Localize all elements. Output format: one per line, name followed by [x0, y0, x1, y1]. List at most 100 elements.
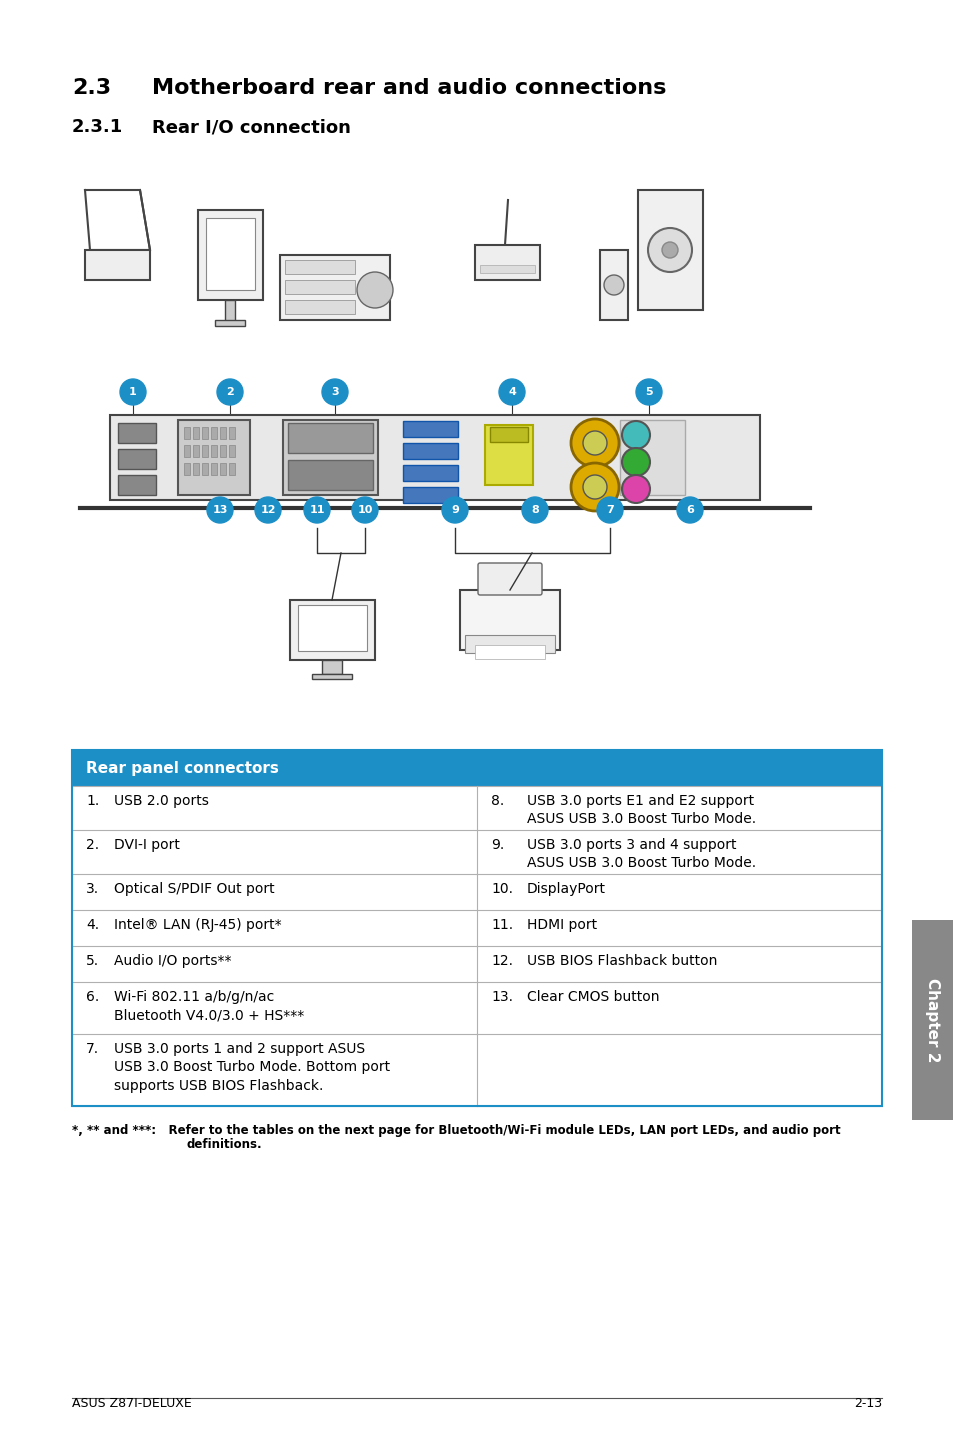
Circle shape [356, 272, 393, 308]
Bar [193, 427, 199, 439]
Circle shape [571, 418, 618, 467]
Bar [118, 475, 156, 495]
Circle shape [254, 498, 281, 523]
Circle shape [207, 498, 233, 523]
Bar [638, 190, 702, 311]
Bar [599, 250, 627, 321]
Bar [280, 255, 390, 321]
Bar [402, 487, 457, 503]
Circle shape [636, 380, 661, 406]
Circle shape [521, 498, 547, 523]
Bar [229, 463, 234, 475]
Circle shape [621, 421, 649, 449]
Bar [211, 444, 216, 457]
Bar [178, 420, 250, 495]
Bar [71, 751, 882, 787]
Bar [220, 463, 226, 475]
Circle shape [441, 498, 468, 523]
Text: 5: 5 [644, 387, 652, 397]
Text: 12.: 12. [491, 953, 513, 968]
Text: 6: 6 [685, 505, 693, 515]
Text: 2.3: 2.3 [71, 78, 111, 98]
Bar [206, 219, 254, 290]
Bar [297, 605, 367, 651]
Bar [211, 463, 216, 475]
Circle shape [677, 498, 702, 523]
Circle shape [621, 449, 649, 476]
Bar [202, 444, 208, 457]
Text: definitions.: definitions. [187, 1137, 262, 1150]
Text: Chapter 2: Chapter 2 [924, 978, 940, 1063]
Bar [285, 280, 355, 293]
Bar [484, 426, 533, 485]
Text: USB 3.0 ports 1 and 2 support ASUS
USB 3.0 Boost Turbo Mode. Bottom port
support: USB 3.0 ports 1 and 2 support ASUS USB 3… [113, 1043, 390, 1093]
Bar [220, 427, 226, 439]
Bar [193, 463, 199, 475]
Text: 2.3.1: 2.3.1 [71, 118, 123, 137]
Text: Audio I/O ports**: Audio I/O ports** [113, 953, 232, 968]
Bar [184, 427, 190, 439]
Text: 10: 10 [357, 505, 373, 515]
Bar [288, 423, 373, 453]
Text: Clear CMOS button: Clear CMOS button [526, 989, 659, 1004]
Text: USB 3.0 ports E1 and E2 support
ASUS USB 3.0 Boost Turbo Mode.: USB 3.0 ports E1 and E2 support ASUS USB… [526, 794, 756, 827]
Text: Intel® LAN (RJ-45) port*: Intel® LAN (RJ-45) port* [113, 917, 281, 932]
Text: 13.: 13. [491, 989, 513, 1004]
Text: 6.: 6. [86, 989, 99, 1004]
Bar [290, 600, 375, 660]
Text: 5.: 5. [86, 953, 99, 968]
Text: ASUS Z87I-DELUXE: ASUS Z87I-DELUXE [71, 1396, 192, 1411]
Bar [285, 301, 355, 313]
Text: 1: 1 [129, 387, 136, 397]
Text: 13: 13 [213, 505, 228, 515]
Bar [475, 244, 539, 280]
Text: Wi-Fi 802.11 a/b/g/n/ac
Bluetooth V4.0/3.0 + HS***: Wi-Fi 802.11 a/b/g/n/ac Bluetooth V4.0/3… [113, 989, 304, 1022]
Bar [490, 427, 527, 441]
Text: 8.: 8. [491, 794, 504, 808]
Text: 11.: 11. [491, 917, 513, 932]
Bar [193, 444, 199, 457]
Bar [283, 420, 377, 495]
Bar [225, 301, 234, 322]
Text: 12: 12 [260, 505, 275, 515]
Bar [911, 920, 953, 1120]
Bar [214, 321, 245, 326]
Bar [184, 463, 190, 475]
Circle shape [216, 380, 243, 406]
Text: 3: 3 [331, 387, 338, 397]
Text: Rear panel connectors: Rear panel connectors [86, 761, 278, 775]
Bar [85, 250, 150, 280]
Circle shape [597, 498, 622, 523]
Text: HDMI port: HDMI port [526, 917, 597, 932]
Bar [118, 449, 156, 469]
Bar [229, 427, 234, 439]
Circle shape [582, 431, 606, 454]
Text: USB 3.0 ports 3 and 4 support
ASUS USB 3.0 Boost Turbo Mode.: USB 3.0 ports 3 and 4 support ASUS USB 3… [526, 838, 756, 870]
Bar [402, 464, 457, 480]
Bar [202, 427, 208, 439]
Bar [220, 444, 226, 457]
Bar [71, 751, 882, 1106]
Circle shape [352, 498, 377, 523]
Text: 8: 8 [531, 505, 538, 515]
Bar [402, 421, 457, 437]
Text: 3.: 3. [86, 881, 99, 896]
Bar [619, 420, 684, 495]
Bar [184, 444, 190, 457]
Text: 2.: 2. [86, 838, 99, 851]
Bar [459, 590, 559, 650]
Bar [464, 636, 555, 653]
Circle shape [647, 229, 691, 272]
Circle shape [661, 242, 678, 257]
Bar [202, 463, 208, 475]
Bar [402, 443, 457, 459]
Text: *, ** and ***:   Refer to the tables on the next page for Bluetooth/Wi-Fi module: *, ** and ***: Refer to the tables on th… [71, 1125, 840, 1137]
Bar [312, 674, 352, 679]
Circle shape [322, 380, 348, 406]
Text: 2-13: 2-13 [853, 1396, 882, 1411]
Text: 4.: 4. [86, 917, 99, 932]
Text: USB 2.0 ports: USB 2.0 ports [113, 794, 209, 808]
Bar [110, 416, 760, 500]
Text: 1.: 1. [86, 794, 99, 808]
Bar [229, 444, 234, 457]
